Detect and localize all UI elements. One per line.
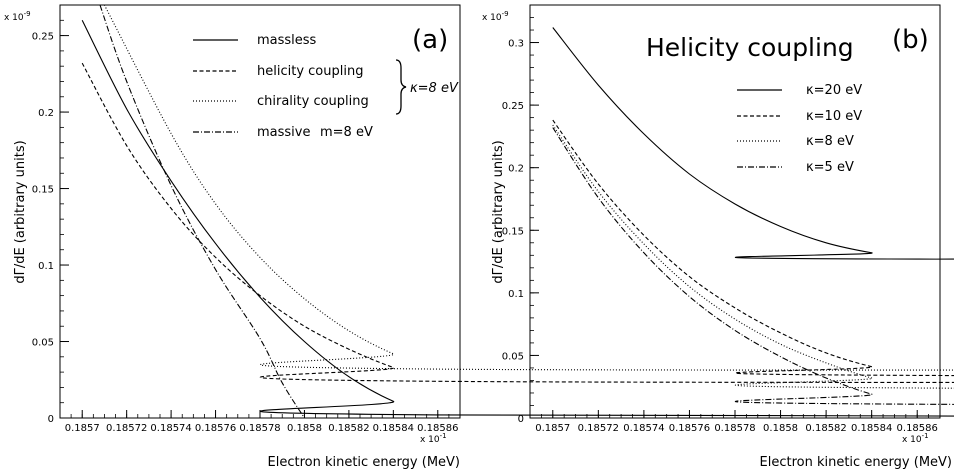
y-tick-label: 0.05 (32, 338, 54, 349)
panel-a-x-ticks: 0.1857 0.18572 0.18574 0.18576 0.18578 0.1858… (65, 410, 458, 434)
panel-a: 0.1857 0.18572 0.18574 0.18576 0.18578 0.1858… (4, 4, 954, 470)
y-tick-label: 0 (48, 414, 54, 425)
legend-label-massive: massive (257, 125, 310, 140)
panel-a-x-axis-label: Electron kinetic energy (MeV) (268, 455, 461, 470)
panel-b-x-ticks: 0.1857 0.18572 0.18574 0.18576 0.18578 0.1858… (535, 410, 938, 434)
series-line-b-0 (552, 27, 954, 260)
panel-b-x-multiplier: x 10-1 (902, 432, 929, 445)
legend-label-kappa10: κ=10 eV (806, 109, 862, 124)
x-tick-label: 0.18584 (373, 423, 414, 434)
x-tick-label: 0.18586 (417, 423, 458, 434)
legend-label-chirality: chirality coupling (257, 94, 369, 109)
panel-a-y-axis-label: dΓ/dE (arbitrary units) (13, 140, 28, 283)
series-line-b-3 (552, 127, 954, 405)
x-tick-label: 0.18584 (851, 423, 892, 434)
panel-a-plot-area (81, 4, 954, 419)
legend-brace-label: κ=8 eV (410, 81, 459, 96)
y-tick-label: 0.2 (508, 164, 524, 175)
panel-b-y-axis-label: dΓ/dE (arbitrary units) (491, 140, 506, 283)
x-tick-label: 0.1857 (65, 423, 100, 434)
x-tick-label: 0.18572 (106, 423, 147, 434)
panel-b-x-axis-label: Electron kinetic energy (MeV) (760, 455, 953, 470)
series-line-a-3 (99, 4, 305, 419)
x-tick-label: 0.18578 (239, 423, 280, 434)
panel-b: 0.1857 0.18572 0.18574 0.18576 0.18578 0.1858… (482, 4, 954, 470)
y-tick-label: 0.25 (502, 101, 524, 112)
panel-a-legend: massless helicity coupling chirality cou… (193, 33, 459, 140)
panel-b-y-multiplier: x 10-9 (482, 10, 509, 23)
legend-label-kappa5: κ=5 eV (806, 160, 854, 175)
legend-brace (395, 59, 407, 115)
legend-label-massless: massless (257, 33, 317, 48)
y-tick-label: 0.2 (38, 108, 54, 119)
legend-label-kappa8: κ=8 eV (806, 134, 854, 149)
x-tick-label: 0.18582 (805, 423, 846, 434)
series-line-a-2 (103, 4, 954, 371)
x-tick-label: 0.18572 (578, 423, 619, 434)
panel-a-y-multiplier: x 10-9 (4, 10, 31, 23)
x-tick-label: 0.18582 (328, 423, 369, 434)
y-tick-label: 0.05 (502, 351, 524, 362)
panel-b-plot-area (552, 27, 954, 405)
x-tick-label: 0.18576 (669, 423, 710, 434)
x-tick-label: 0.1857 (535, 423, 570, 434)
legend-label-massive-mass: m=8 eV (320, 125, 373, 140)
panel-b-title: Helicity coupling (646, 33, 854, 62)
panel-b-frame (529, 4, 941, 419)
panel-a-x-multiplier: x 10-1 (420, 432, 447, 445)
series-line-b-1 (552, 119, 954, 377)
panel-a-y-ticks: 0 0.05 0.1 0.15 0.2 0.25 (32, 19, 69, 425)
panel-b-y-ticks: 0 0.05 0.1 0.15 0.2 0.25 0.3 (502, 17, 539, 425)
y-tick-label: 0.25 (32, 32, 54, 43)
panel-a-label: (a) (412, 25, 448, 55)
x-tick-label: 0.18574 (150, 423, 191, 434)
panel-b-label: (b) (892, 25, 929, 55)
y-tick-label: 0.1 (508, 289, 524, 300)
x-tick-label: 0.18586 (897, 423, 938, 434)
y-tick-label: 0.3 (508, 39, 524, 50)
y-tick-label: 0 (518, 414, 524, 425)
x-tick-label: 0.1858 (763, 423, 798, 434)
x-tick-label: 0.1858 (287, 423, 322, 434)
series-line-a-1 (81, 62, 954, 383)
y-tick-label: 0.15 (502, 226, 524, 237)
x-tick-label: 0.18574 (623, 423, 664, 434)
legend-label-helicity: helicity coupling (257, 64, 363, 79)
y-tick-label: 0.1 (38, 261, 54, 272)
y-tick-label: 0.15 (32, 185, 54, 196)
legend-label-kappa20: κ=20 eV (806, 83, 862, 98)
x-tick-label: 0.18576 (195, 423, 236, 434)
x-tick-label: 0.18578 (714, 423, 755, 434)
panel-b-legend: κ=20 eV κ=10 eV κ=8 eV κ=5 eV (737, 83, 862, 175)
series-line-a-0 (81, 20, 954, 418)
